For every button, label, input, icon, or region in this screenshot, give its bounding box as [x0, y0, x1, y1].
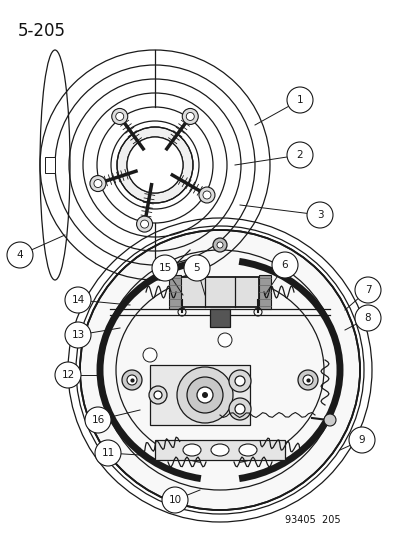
Circle shape: [228, 398, 250, 420]
Circle shape: [140, 220, 148, 228]
Text: 11: 11: [101, 448, 114, 458]
Text: 3: 3: [316, 210, 323, 220]
Circle shape: [127, 375, 137, 385]
Circle shape: [306, 202, 332, 228]
Text: 15: 15: [158, 263, 171, 273]
Circle shape: [212, 238, 226, 252]
Circle shape: [182, 108, 198, 125]
Circle shape: [117, 127, 192, 203]
Circle shape: [235, 404, 244, 414]
Circle shape: [228, 370, 250, 392]
Text: 4: 4: [17, 250, 23, 260]
Circle shape: [154, 391, 161, 399]
Circle shape: [354, 305, 380, 331]
Circle shape: [271, 252, 297, 278]
Circle shape: [113, 123, 197, 207]
Text: 93405  205: 93405 205: [284, 515, 340, 525]
Circle shape: [197, 387, 212, 403]
Circle shape: [183, 255, 209, 281]
Bar: [209, 309, 230, 327]
Bar: [180, 277, 259, 307]
Bar: [150, 365, 249, 425]
Circle shape: [85, 407, 111, 433]
Text: 13: 13: [71, 330, 84, 340]
Circle shape: [323, 414, 335, 426]
Circle shape: [95, 440, 121, 466]
Circle shape: [112, 108, 128, 125]
Circle shape: [94, 180, 102, 188]
Text: 16: 16: [91, 415, 104, 425]
Circle shape: [202, 191, 211, 199]
Circle shape: [297, 370, 317, 390]
Circle shape: [90, 175, 106, 191]
Circle shape: [127, 137, 183, 193]
Circle shape: [302, 375, 312, 385]
Text: 1: 1: [296, 95, 303, 105]
Circle shape: [122, 370, 142, 390]
Text: 12: 12: [61, 370, 74, 380]
Circle shape: [152, 255, 178, 281]
Circle shape: [149, 386, 166, 404]
Circle shape: [235, 376, 244, 386]
Ellipse shape: [211, 444, 228, 456]
Bar: [169, 275, 180, 309]
Text: 14: 14: [71, 295, 84, 305]
Circle shape: [161, 487, 188, 513]
Circle shape: [216, 242, 223, 248]
Circle shape: [286, 87, 312, 113]
Text: 5: 5: [193, 263, 200, 273]
Circle shape: [187, 377, 223, 413]
Circle shape: [65, 322, 91, 348]
Circle shape: [218, 333, 231, 347]
Bar: [259, 275, 271, 309]
Circle shape: [116, 112, 123, 120]
Text: 10: 10: [168, 495, 181, 505]
Circle shape: [7, 242, 33, 268]
Circle shape: [55, 362, 81, 388]
Circle shape: [354, 277, 380, 303]
Text: 6: 6: [281, 260, 287, 270]
Ellipse shape: [183, 444, 201, 456]
Ellipse shape: [238, 444, 256, 456]
Text: 2: 2: [296, 150, 303, 160]
Circle shape: [199, 187, 214, 203]
Text: 9: 9: [358, 435, 364, 445]
Bar: [45, 157, 55, 173]
Circle shape: [186, 112, 194, 120]
Circle shape: [80, 230, 359, 510]
Circle shape: [348, 427, 374, 453]
Text: 5-205: 5-205: [18, 22, 66, 40]
Circle shape: [202, 392, 207, 398]
Circle shape: [177, 367, 233, 423]
Bar: [154, 440, 284, 460]
Text: 8: 8: [364, 313, 370, 323]
Circle shape: [286, 142, 312, 168]
Text: 7: 7: [364, 285, 370, 295]
Circle shape: [136, 216, 152, 232]
Circle shape: [65, 287, 91, 313]
Circle shape: [142, 348, 157, 362]
